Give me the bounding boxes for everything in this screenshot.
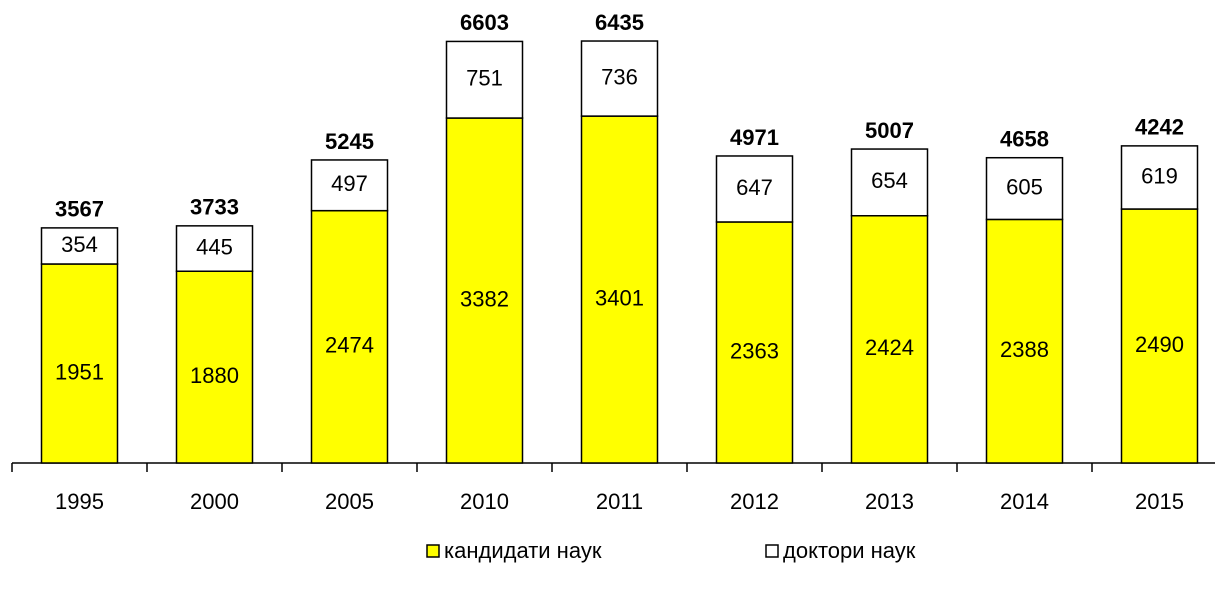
data-label: 2490 [1135,332,1184,357]
x-tick-label: 2011 [596,489,643,514]
x-tick-label: 2014 [1000,489,1049,514]
data-label: 2363 [730,338,779,363]
bar-segment [445,117,524,464]
data-label: 654 [871,168,908,193]
data-label: 736 [601,64,638,89]
total-label: 4658 [1000,127,1049,152]
bar-segment [985,156,1064,221]
total-label: 3733 [190,195,239,220]
total-label: 6603 [460,10,509,35]
x-tick-label: 2015 [1135,489,1184,514]
bar-segment [1120,145,1199,210]
x-tick-label: 2000 [190,489,239,514]
legend-swatch [426,544,440,558]
bar-segment [175,225,254,272]
bar-segment [850,148,929,217]
data-label: 497 [331,171,368,196]
total-label: 6435 [595,10,644,35]
data-label: 354 [61,232,98,257]
bar-segment [715,155,794,223]
bar-segment [175,270,254,464]
bar-segment [580,115,659,464]
data-label: 1880 [190,363,239,388]
bar-segment [580,40,659,117]
total-label: 5007 [865,118,914,143]
data-label: 445 [196,234,233,259]
bar-segment [310,209,389,464]
bar-segment [40,227,119,265]
data-label: 751 [466,66,503,91]
x-tick-label: 2010 [460,489,509,514]
bar-segment [850,215,929,464]
total-label: 5245 [325,129,374,154]
data-label: 2388 [1000,337,1049,362]
data-label: 3401 [595,285,644,310]
bar-segment [715,221,794,464]
legend-swatch [765,544,779,558]
x-tick-label: 2013 [865,489,914,514]
total-label: 3567 [55,197,104,222]
x-tick-label: 1995 [55,489,104,514]
data-label: 1951 [55,359,104,384]
total-label: 4971 [730,125,779,150]
bar-segment [445,40,524,119]
bar-segment [310,159,389,212]
x-tick-label: 2005 [325,489,374,514]
data-label: 2474 [325,333,374,358]
bar-segment [1120,208,1199,464]
total-label: 4242 [1135,115,1184,140]
legend-label: кандидати наук [444,538,602,563]
data-label: 3382 [460,286,509,311]
data-label: 619 [1141,163,1178,188]
x-tick-label: 2012 [730,489,779,514]
legend-label: доктори наук [783,538,916,563]
data-label: 605 [1006,174,1043,199]
data-label: 647 [736,175,773,200]
data-label: 2424 [865,335,914,360]
